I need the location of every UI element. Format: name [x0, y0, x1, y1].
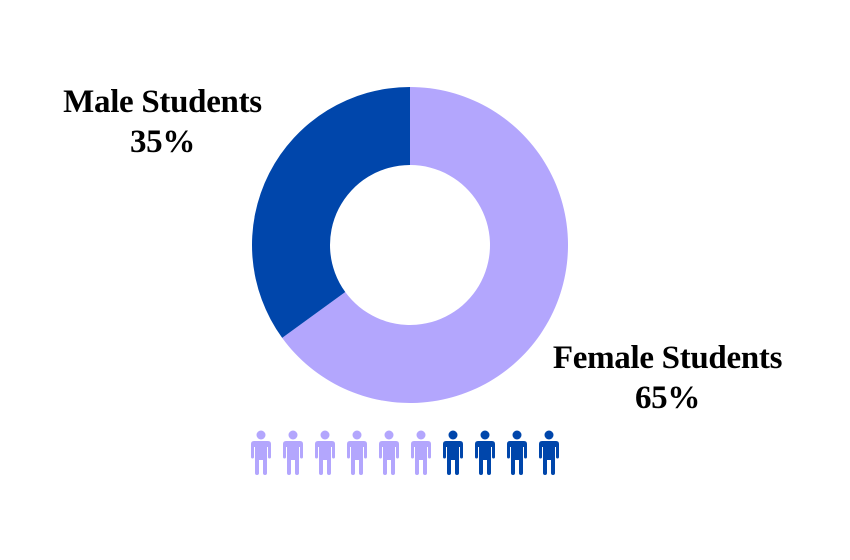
- person-icon: [475, 430, 495, 475]
- person-icon: [411, 430, 431, 475]
- male-students-label: Male Students 35%: [45, 82, 280, 163]
- donut-slice-female: [282, 87, 568, 404]
- female-students-percent: 65%: [634, 380, 701, 417]
- person-icon: [315, 430, 335, 475]
- male-students-name: Male Students: [63, 84, 262, 120]
- person-icon: [283, 430, 303, 475]
- student-pictogram: [251, 430, 559, 475]
- female-students-name: Female Students: [552, 340, 783, 376]
- person-icon: [347, 430, 367, 475]
- female-students-label: Female Students 65%: [540, 338, 795, 419]
- donut-slice-male: [252, 87, 410, 338]
- person-icon: [379, 430, 399, 475]
- male-students-percent: 35%: [129, 124, 196, 161]
- person-icon: [539, 430, 559, 475]
- person-icon: [251, 430, 271, 475]
- person-icon: [443, 430, 463, 475]
- person-icon: [507, 430, 527, 475]
